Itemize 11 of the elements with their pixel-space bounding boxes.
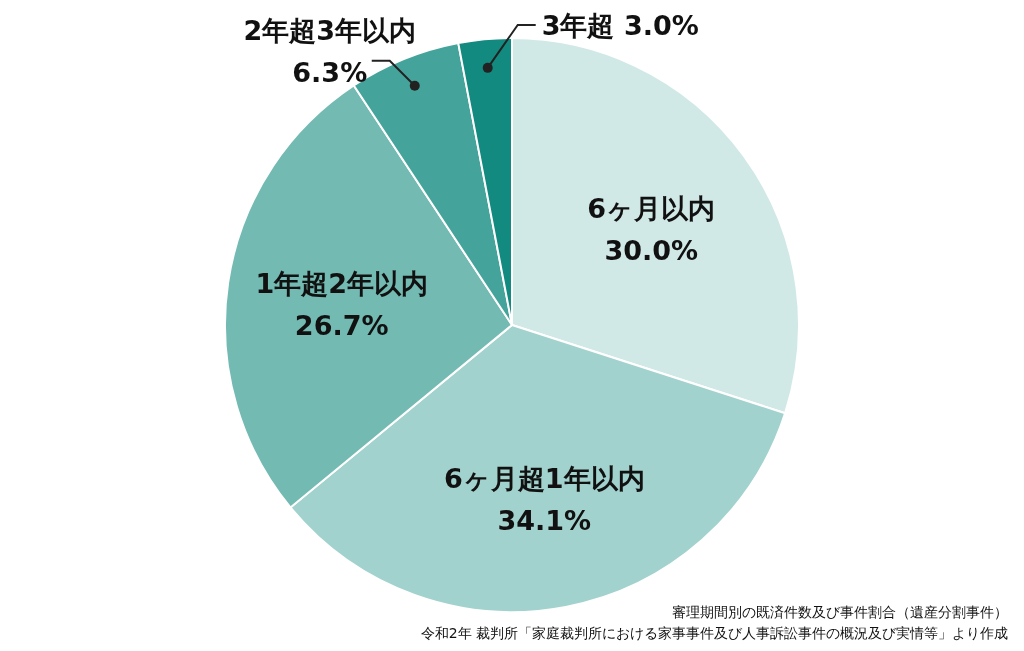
data-label: 6.3% bbox=[292, 57, 368, 88]
text: 審理期間別の既済件数及び事件割合（遺産分割事件） bbox=[672, 604, 1008, 620]
data-label: 26.7% bbox=[294, 310, 389, 342]
slice-label: 1年超2年以内 bbox=[255, 268, 428, 300]
text: 令和2年 裁判所「家庭裁判所における家事事件及び人事訴訟事件の概況及び実情等」より作成 bbox=[420, 625, 1008, 641]
data-label: 34.1% bbox=[497, 505, 592, 537]
slice-label: 2年超3年以内 bbox=[243, 15, 417, 46]
slice-label: 6ヶ月超1年以内 bbox=[443, 463, 645, 495]
slice-label: 3年超 3.0% bbox=[541, 10, 699, 41]
slice-label: 6ヶ月以内 bbox=[587, 192, 716, 224]
data-label: 30.0% bbox=[604, 234, 699, 266]
